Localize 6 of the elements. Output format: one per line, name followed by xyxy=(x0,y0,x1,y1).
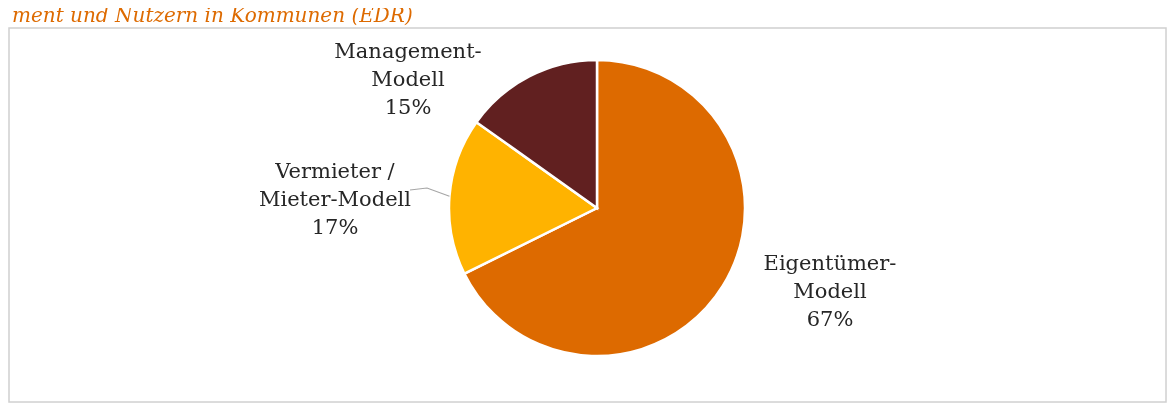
data-label: 17% xyxy=(311,215,359,239)
slice-label: Management- Modell xyxy=(334,39,482,91)
slice-label: Eigentümer- Modell xyxy=(763,251,897,303)
data-label: 67% xyxy=(806,307,854,331)
data-label: 15% xyxy=(384,95,432,119)
slice-label: Vermieter / Mieter-Modell xyxy=(258,159,412,211)
